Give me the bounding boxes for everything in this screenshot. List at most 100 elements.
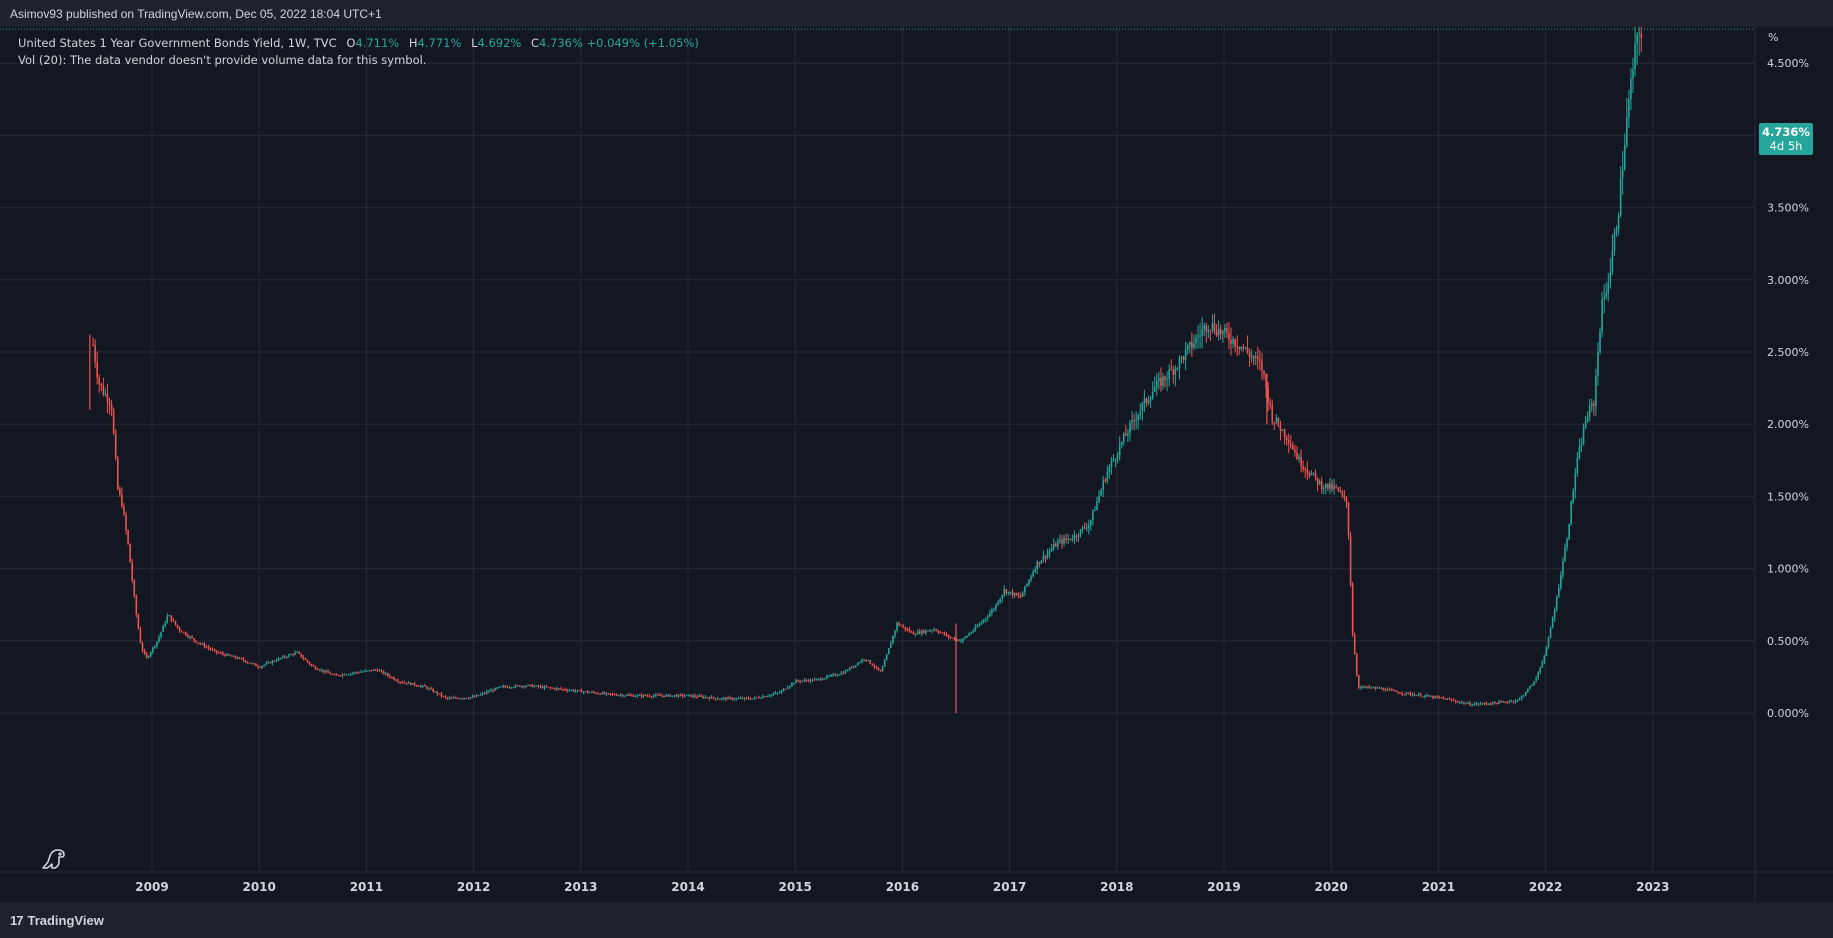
candle-body	[1118, 444, 1121, 456]
candle-body	[739, 697, 742, 699]
candle-body	[300, 653, 303, 657]
candle-body	[1184, 349, 1187, 360]
candle-body	[422, 685, 424, 687]
candle-body	[756, 697, 758, 699]
candle-body	[609, 693, 612, 695]
candle-body	[1391, 689, 1393, 691]
candle-body	[1617, 215, 1620, 229]
candle-body	[1283, 429, 1286, 438]
candle-body	[1325, 483, 1327, 489]
candle-body	[496, 687, 498, 689]
candle-body	[1560, 575, 1562, 588]
candle-body	[108, 402, 111, 405]
candle-body	[1438, 697, 1441, 699]
candle-body	[1574, 473, 1577, 491]
candle-body	[834, 674, 836, 676]
candle-body	[1265, 375, 1267, 388]
candle-body	[1566, 539, 1568, 548]
candle-body	[1197, 336, 1199, 338]
candle-body	[533, 686, 536, 688]
candle-body	[927, 630, 929, 632]
candle-body	[980, 622, 983, 624]
candle-body	[176, 624, 179, 628]
candle-body	[457, 698, 459, 700]
candle-body	[673, 695, 676, 697]
candle-body	[248, 662, 251, 664]
candle-body	[492, 690, 494, 692]
candle-body	[1102, 480, 1104, 490]
candle-body	[655, 694, 657, 696]
candle-body	[582, 691, 585, 693]
candle-body	[1125, 433, 1127, 436]
candle-body	[1123, 433, 1125, 442]
candle-body	[1271, 404, 1274, 423]
candle-body	[236, 657, 239, 659]
candle-body	[1335, 486, 1337, 488]
candle-body	[1638, 33, 1640, 35]
price-chart[interactable]: 0.000% 0.500% 1.000% 1.500% 2.000% 2.500% 3.00…	[0, 27, 1833, 902]
candle-body	[339, 675, 342, 677]
candle-body	[1415, 695, 1418, 697]
candle-body	[327, 671, 329, 673]
x-tick-label: 2020	[1314, 880, 1347, 894]
x-tick-label: 2012	[457, 880, 490, 894]
candle-body	[1294, 449, 1296, 453]
candle-body	[1345, 497, 1348, 503]
chart-area[interactable]: 0.000% 0.500% 1.000% 1.500% 2.000% 2.500% 3.00…	[0, 27, 1833, 902]
candle-body	[304, 658, 307, 660]
candle-body	[1318, 481, 1321, 485]
change-value: +0.049% (+1.05%)	[586, 36, 699, 50]
candle-body	[632, 695, 634, 697]
candle-body	[1355, 654, 1358, 676]
candle-body	[661, 695, 663, 697]
candle-body	[824, 678, 826, 680]
candle-body	[842, 672, 845, 674]
candle-body	[1067, 538, 1069, 540]
candle-body	[1285, 437, 1288, 441]
candle-body	[1483, 703, 1486, 705]
candle-body	[1275, 418, 1278, 423]
candle-body	[483, 693, 486, 695]
y-tick-label: 0.000%	[1767, 707, 1809, 720]
candle-body	[267, 662, 270, 664]
candle-body	[681, 694, 684, 697]
candle-body	[102, 385, 105, 395]
candle-body	[1500, 701, 1502, 703]
candle-body	[1506, 702, 1509, 704]
candle-body	[611, 694, 614, 696]
candle-body	[1172, 369, 1175, 375]
candle-body	[1423, 695, 1426, 697]
brand-name: TradingView	[27, 913, 104, 928]
candle-body	[945, 634, 948, 636]
candle-body	[939, 632, 942, 634]
candle-body	[747, 697, 750, 699]
candle-body	[281, 656, 284, 658]
candle-body	[364, 670, 366, 672]
candle-body	[127, 530, 129, 544]
candle-body	[442, 696, 445, 698]
symbol-title[interactable]: United States 1 Year Government Bonds Yi…	[18, 36, 337, 50]
candle-body	[541, 686, 544, 689]
candle-body	[230, 655, 232, 657]
candle-body	[1269, 402, 1271, 405]
candle-body	[863, 659, 865, 661]
candle-body	[615, 694, 618, 696]
candle-body	[1090, 520, 1092, 525]
candle-body	[265, 663, 268, 665]
candle-body	[1353, 634, 1356, 655]
candle-body	[867, 660, 869, 662]
candle-body	[1442, 697, 1445, 699]
candle-body	[129, 543, 131, 563]
candle-body	[137, 614, 140, 629]
x-tick-label: 2017	[993, 880, 1026, 894]
candle-body	[321, 670, 323, 672]
candle-body	[1024, 585, 1026, 593]
candle-body	[205, 646, 208, 648]
candle-body	[906, 629, 909, 631]
candle-body	[415, 685, 418, 687]
tradingview-logo[interactable]: 17 TradingView	[10, 913, 104, 928]
candle-body	[1170, 369, 1173, 371]
candle-body	[244, 660, 247, 663]
candle-body	[958, 639, 960, 642]
candle-body	[1259, 359, 1261, 362]
